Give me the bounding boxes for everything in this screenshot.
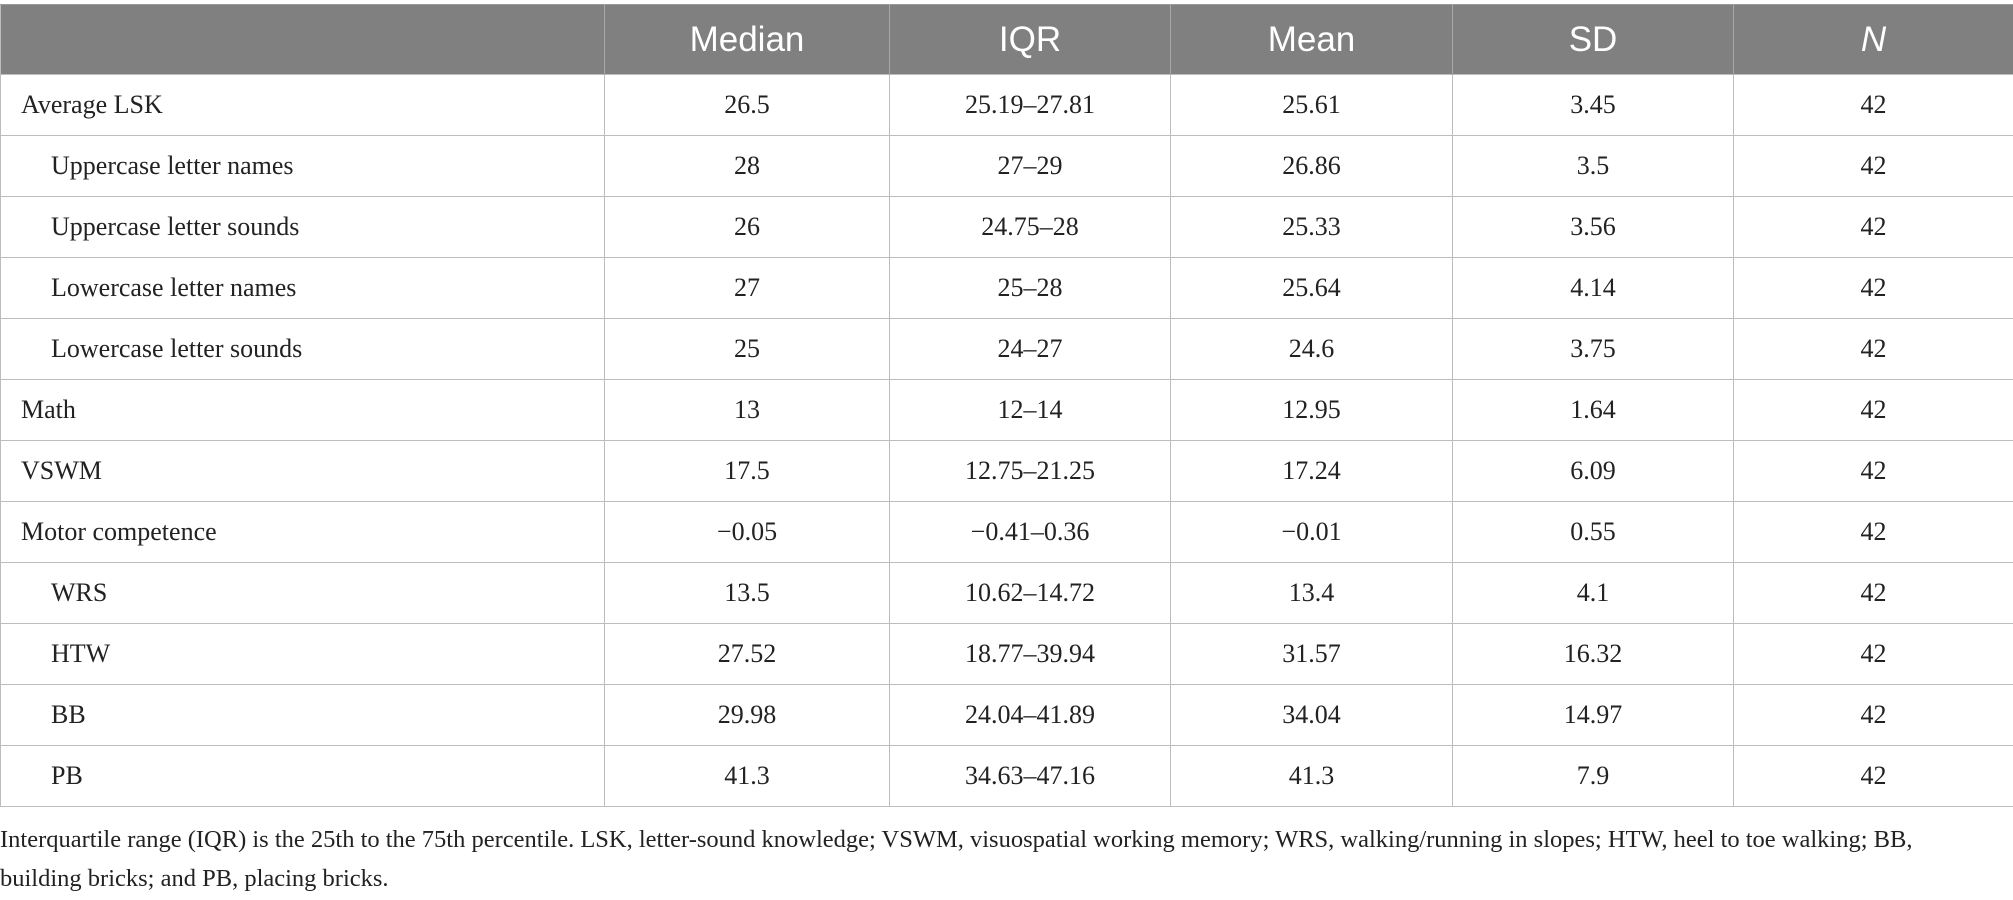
cell-n: 42 — [1733, 196, 2013, 258]
cell-iqr: 24.04–41.89 — [889, 684, 1171, 746]
cell-mean: 31.57 — [1170, 623, 1453, 685]
table-row: WRS 13.5 10.62–14.72 13.4 4.1 42 — [0, 562, 2013, 624]
cell-median: 26 — [604, 196, 890, 258]
cell-mean: 24.6 — [1170, 318, 1453, 380]
table-footnote: Interquartile range (IQR) is the 25th to… — [0, 826, 1913, 892]
table-row: Math 13 12–14 12.95 1.64 42 — [0, 379, 2013, 441]
cell-mean: 13.4 — [1170, 562, 1453, 624]
cell-sd: 0.55 — [1452, 501, 1734, 563]
row-label: WRS — [0, 562, 605, 624]
table-row: Lowercase letter names 27 25–28 25.64 4.… — [0, 257, 2013, 319]
row-label: VSWM — [0, 440, 605, 502]
cell-median: 17.5 — [604, 440, 890, 502]
cell-iqr: 10.62–14.72 — [889, 562, 1171, 624]
cell-sd: 4.1 — [1452, 562, 1734, 624]
header-cell-mean: Mean — [1170, 4, 1453, 75]
row-label: HTW — [0, 623, 605, 685]
row-label: Motor competence — [0, 501, 605, 563]
table-row: Average LSK 26.5 25.19–27.81 25.61 3.45 … — [0, 74, 2013, 136]
cell-median: 27 — [604, 257, 890, 319]
cell-n: 42 — [1733, 440, 2013, 502]
cell-mean: 26.86 — [1170, 135, 1453, 197]
cell-iqr: 18.77–39.94 — [889, 623, 1171, 685]
cell-n: 42 — [1733, 562, 2013, 624]
table-row: Lowercase letter sounds 25 24–27 24.6 3.… — [0, 318, 2013, 380]
cell-sd: 14.97 — [1452, 684, 1734, 746]
header-row: Median IQR Mean SD N — [0, 4, 2013, 75]
cell-n: 42 — [1733, 257, 2013, 319]
cell-iqr: 24.75–28 — [889, 196, 1171, 258]
header-cell-sd: SD — [1452, 4, 1734, 75]
row-label: Average LSK — [0, 74, 605, 136]
cell-iqr: 12–14 — [889, 379, 1171, 441]
row-label: PB — [0, 745, 605, 807]
cell-mean: −0.01 — [1170, 501, 1453, 563]
cell-median: −0.05 — [604, 501, 890, 563]
cell-sd: 3.5 — [1452, 135, 1734, 197]
cell-n: 42 — [1733, 745, 2013, 807]
table-row: HTW 27.52 18.77–39.94 31.57 16.32 42 — [0, 623, 2013, 685]
cell-n: 42 — [1733, 74, 2013, 136]
cell-median: 26.5 — [604, 74, 890, 136]
cell-sd: 7.9 — [1452, 745, 1734, 807]
cell-median: 28 — [604, 135, 890, 197]
cell-n: 42 — [1733, 135, 2013, 197]
cell-n: 42 — [1733, 318, 2013, 380]
cell-mean: 17.24 — [1170, 440, 1453, 502]
cell-mean: 12.95 — [1170, 379, 1453, 441]
cell-iqr: 27–29 — [889, 135, 1171, 197]
cell-n: 42 — [1733, 501, 2013, 563]
table-row: BB 29.98 24.04–41.89 34.04 14.97 42 — [0, 684, 2013, 746]
cell-iqr: 34.63–47.16 — [889, 745, 1171, 807]
cell-sd: 16.32 — [1452, 623, 1734, 685]
cell-median: 27.52 — [604, 623, 890, 685]
cell-sd: 4.14 — [1452, 257, 1734, 319]
cell-iqr: 24–27 — [889, 318, 1171, 380]
row-label: Lowercase letter sounds — [0, 318, 605, 380]
descriptive-statistics-table: Median IQR Mean SD N Average LSK 26.5 25… — [0, 4, 2013, 807]
cell-median: 13 — [604, 379, 890, 441]
table-row: Motor competence −0.05 −0.41–0.36 −0.01 … — [0, 501, 2013, 563]
cell-n: 42 — [1733, 379, 2013, 441]
cell-iqr: 25.19–27.81 — [889, 74, 1171, 136]
row-label: Uppercase letter names — [0, 135, 605, 197]
cell-median: 29.98 — [604, 684, 890, 746]
cell-sd: 6.09 — [1452, 440, 1734, 502]
header-cell-label — [0, 4, 605, 75]
header-cell-median: Median — [604, 4, 890, 75]
descriptive-statistics-table-container: Median IQR Mean SD N Average LSK 26.5 25… — [0, 4, 2013, 807]
cell-sd: 3.45 — [1452, 74, 1734, 136]
table-row: Uppercase letter sounds 26 24.75–28 25.3… — [0, 196, 2013, 258]
cell-mean: 41.3 — [1170, 745, 1453, 807]
cell-mean: 25.33 — [1170, 196, 1453, 258]
cell-median: 41.3 — [604, 745, 890, 807]
header-cell-n: N — [1733, 4, 2013, 75]
cell-sd: 3.75 — [1452, 318, 1734, 380]
cell-median: 13.5 — [604, 562, 890, 624]
row-label: BB — [0, 684, 605, 746]
table-row: Uppercase letter names 28 27–29 26.86 3.… — [0, 135, 2013, 197]
table-row: PB 41.3 34.63–47.16 41.3 7.9 42 — [0, 745, 2013, 807]
row-label: Lowercase letter names — [0, 257, 605, 319]
cell-iqr: 25–28 — [889, 257, 1171, 319]
cell-sd: 3.56 — [1452, 196, 1734, 258]
cell-mean: 25.61 — [1170, 74, 1453, 136]
table-body: Average LSK 26.5 25.19–27.81 25.61 3.45 … — [0, 74, 2013, 807]
row-label: Math — [0, 379, 605, 441]
cell-mean: 34.04 — [1170, 684, 1453, 746]
cell-iqr: −0.41–0.36 — [889, 501, 1171, 563]
cell-median: 25 — [604, 318, 890, 380]
cell-mean: 25.64 — [1170, 257, 1453, 319]
header-cell-iqr: IQR — [889, 4, 1171, 75]
row-label: Uppercase letter sounds — [0, 196, 605, 258]
cell-n: 42 — [1733, 623, 2013, 685]
table-header: Median IQR Mean SD N — [0, 4, 2013, 75]
cell-n: 42 — [1733, 684, 2013, 746]
cell-iqr: 12.75–21.25 — [889, 440, 1171, 502]
table-row: VSWM 17.5 12.75–21.25 17.24 6.09 42 — [0, 440, 2013, 502]
cell-sd: 1.64 — [1452, 379, 1734, 441]
